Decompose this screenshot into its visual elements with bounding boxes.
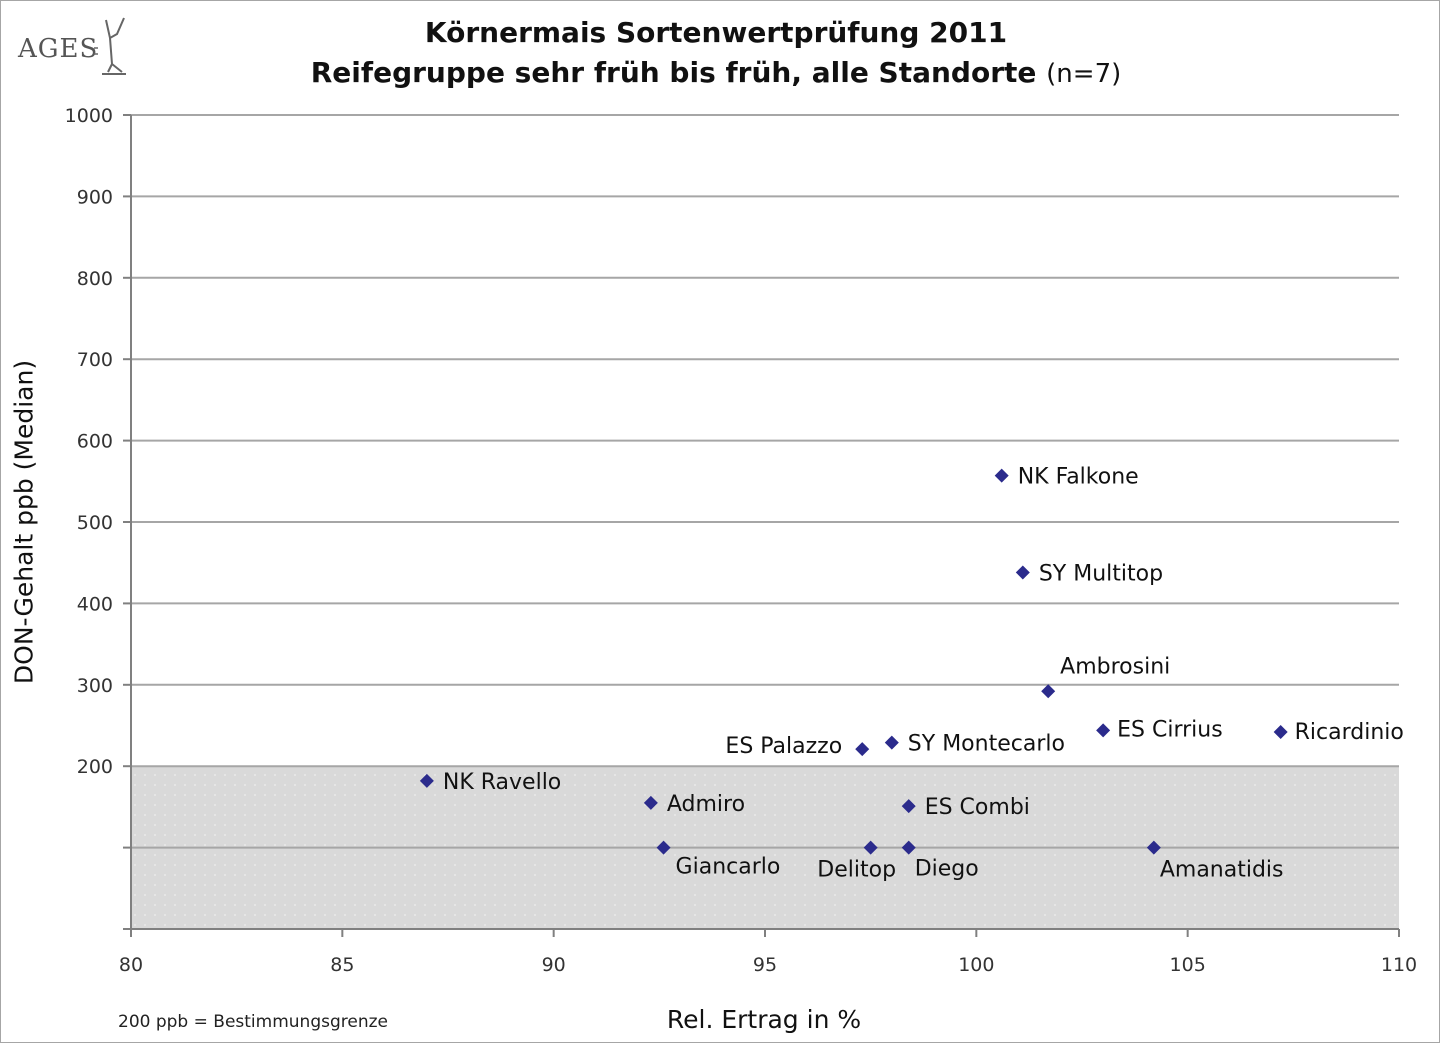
chart-title: Körnermais Sortenwertprüfung 2011 (424, 16, 1008, 49)
x-tick-label: 80 (119, 954, 143, 976)
data-point-marker (419, 773, 434, 788)
y-tick-label: 500 (77, 512, 113, 534)
y-tick-label: 600 (77, 431, 113, 453)
logo-figure-icon (94, 17, 126, 75)
y-tick-label: 900 (77, 186, 113, 208)
footnote: 200 ppb = Bestimmungsgrenze (118, 1012, 388, 1032)
x-axis-label: Rel. Ertrag in % (666, 1005, 862, 1034)
logo-text: AGES (18, 34, 99, 64)
data-point-label: SY Multitop (1039, 561, 1163, 586)
data-point-label: Giancarlo (676, 855, 781, 880)
x-tick-label: 110 (1381, 954, 1417, 976)
data-point-marker (1096, 723, 1111, 738)
chart-subtitle: Reifegruppe sehr früh bis früh, alle Sta… (0, 56, 1432, 89)
data-point-label: Ambrosini (1060, 654, 1170, 679)
data-point-marker (901, 840, 916, 855)
data-point-label: ES Combi (925, 795, 1030, 820)
y-axis-label: DON-Gehalt ppb (Median) (9, 359, 39, 685)
chart-subtitle-n: (n=7) (1046, 59, 1122, 89)
y-tick-label: 200 (77, 756, 113, 778)
data-point-marker (901, 799, 916, 814)
data-point-label: Delitop (817, 858, 896, 883)
y-tick-label: 1000 (65, 105, 113, 127)
data-point-marker (994, 468, 1009, 483)
data-point-label: ES Palazzo (725, 734, 842, 759)
y-tick-label: 300 (77, 675, 113, 697)
data-point-marker (884, 735, 899, 750)
data-point-marker (643, 795, 658, 810)
data-point-label: NK Falkone (1018, 465, 1139, 490)
y-tick-label: 800 (77, 268, 113, 290)
x-tick-label: 85 (330, 954, 354, 976)
data-point-marker (656, 840, 671, 855)
data-point-marker (1273, 725, 1288, 740)
y-tick-label: 400 (77, 593, 113, 615)
data-point-label: Ricardinio (1295, 720, 1404, 745)
data-point-marker (855, 742, 870, 757)
ages-logo: AGES (14, 12, 134, 82)
data-point-marker (1041, 684, 1056, 699)
data-point-label: NK Ravello (443, 770, 561, 795)
data-point-label: SY Montecarlo (908, 732, 1065, 757)
data-point-marker (863, 840, 878, 855)
data-point-marker (1146, 840, 1161, 855)
x-tick-label: 105 (1170, 954, 1206, 976)
data-point-label: ES Cirrius (1117, 717, 1223, 742)
data-point-label: Amanatidis (1160, 858, 1284, 883)
x-tick-label: 95 (753, 954, 777, 976)
data-point-marker (1015, 565, 1030, 580)
y-tick-label: 700 (77, 349, 113, 371)
x-tick-label: 90 (542, 954, 566, 976)
x-tick-label: 100 (958, 954, 994, 976)
data-point-label: Diego (915, 857, 979, 882)
chart-subtitle-text: Reifegruppe sehr früh bis früh, alle Sta… (310, 56, 1037, 89)
data-point-label: Admiro (667, 792, 745, 817)
